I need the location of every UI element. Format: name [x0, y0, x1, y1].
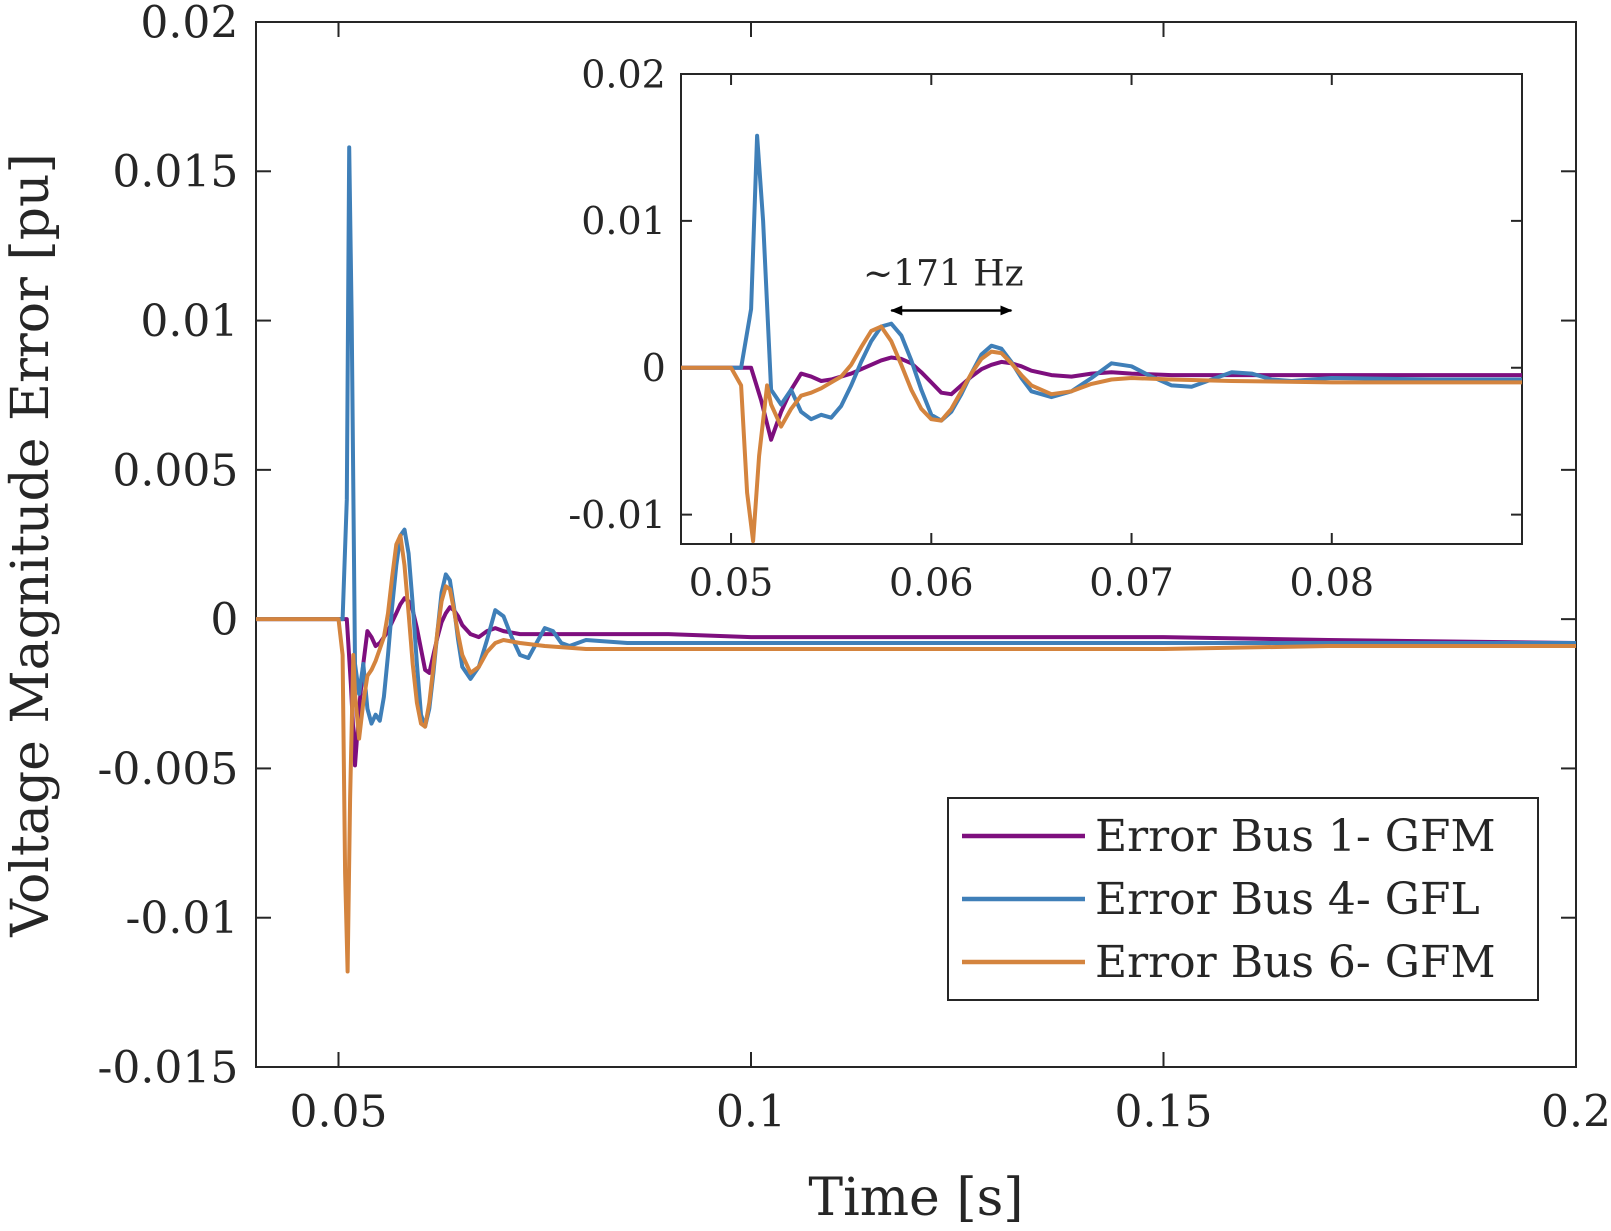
inset-ticks: 0.05 0.06 0.07 0.08 0.02 0.01 0 -0.01 — [568, 52, 1522, 604]
inset-x-tick-label: 0.05 — [689, 560, 774, 604]
legend-label: Error Bus 4- GFL — [1095, 874, 1480, 925]
main-ticks: 0.05 0.1 0.15 0.2 0.02 0.015 0.01 0.005 0 -0.005 -… — [98, 0, 1611, 1137]
frequency-annotation-label: ~171 Hz — [863, 253, 1024, 294]
legend-label: Error Bus 1- GFM — [1095, 811, 1496, 862]
main-x-tick-label: 0.15 — [1115, 1086, 1213, 1137]
main-y-tick-label: 0.02 — [140, 0, 238, 48]
main-y-tick-label: 0 — [210, 595, 238, 646]
legend-label: Error Bus 6- GFM — [1095, 937, 1496, 988]
main-series-line-3 — [256, 533, 1576, 974]
inset-series-line-1 — [681, 355, 1522, 442]
inset-x-tick-label: 0.08 — [1289, 560, 1374, 604]
main-x-tick-label: 0.2 — [1541, 1086, 1611, 1137]
main-y-tick-label: -0.015 — [98, 1042, 239, 1093]
inset-y-tick-label: 0 — [642, 346, 666, 390]
main-series — [256, 145, 1576, 974]
main-y-tick-label: 0.01 — [140, 296, 238, 347]
main-y-tick-label: -0.005 — [98, 744, 239, 795]
inset-series — [681, 133, 1522, 544]
inset-y-tick-label: -0.01 — [568, 493, 665, 537]
main-x-tick-label: 0.05 — [290, 1086, 388, 1137]
main-y-tick-label: -0.01 — [126, 893, 239, 944]
inset-x-tick-label: 0.06 — [889, 560, 974, 604]
inset-y-tick-label: 0.01 — [581, 199, 666, 243]
y-axis-title: Voltage Magnitude Error [pu] — [1, 153, 61, 938]
legend: Error Bus 1- GFM Error Bus 4- GFL Error … — [947, 797, 1539, 1001]
inset-plot-area — [680, 73, 1523, 545]
main-y-tick-label: 0.005 — [112, 445, 238, 496]
inset-x-tick-label: 0.07 — [1089, 560, 1174, 604]
inset-y-tick-label: 0.02 — [581, 52, 666, 96]
legend-item: Error Bus 6- GFM — [962, 937, 1496, 988]
main-x-tick-label: 0.1 — [716, 1086, 786, 1137]
x-axis-title: Time [s] — [808, 1168, 1023, 1228]
legend-item: Error Bus 4- GFL — [962, 874, 1480, 925]
main-series-line-1 — [256, 596, 1576, 768]
main-y-tick-label: 0.015 — [112, 147, 238, 198]
inset-series-line-3 — [681, 324, 1522, 544]
legend-item: Error Bus 1- GFM — [962, 811, 1496, 862]
